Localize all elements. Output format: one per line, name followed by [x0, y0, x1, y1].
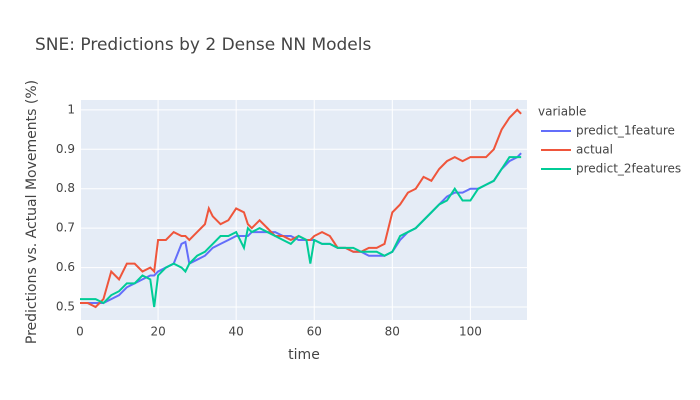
- legend-label: actual: [576, 143, 613, 157]
- x-tick-label: 60: [307, 325, 322, 339]
- x-axis-title: time: [288, 347, 320, 363]
- x-tick-label: 40: [229, 325, 244, 339]
- y-tick-label: 0.7: [56, 221, 75, 235]
- x-tick-label: 80: [385, 325, 400, 339]
- y-tick-label: 1: [67, 102, 75, 116]
- legend-label: predict_2features: [576, 162, 681, 176]
- y-tick-label: 0.6: [56, 260, 75, 274]
- legend-title: variable: [538, 105, 586, 119]
- y-tick-label: 0.8: [56, 181, 75, 195]
- y-tick-label: 0.9: [56, 142, 75, 156]
- x-tick-label: 20: [150, 325, 165, 339]
- y-tick-label: 0.5: [56, 299, 75, 313]
- series-line: [80, 108, 522, 309]
- y-axis-title: Predictions vs. Actual Movements (%): [24, 80, 40, 344]
- legend-label: predict_1feature: [576, 124, 675, 138]
- plot-area: [80, 100, 527, 320]
- x-tick-label: 100: [459, 325, 482, 339]
- series-line: [80, 156, 522, 308]
- chart-title: SNE: Predictions by 2 Dense NN Models: [35, 35, 371, 55]
- x-tick-label: 0: [76, 325, 84, 339]
- series-line: [80, 152, 522, 305]
